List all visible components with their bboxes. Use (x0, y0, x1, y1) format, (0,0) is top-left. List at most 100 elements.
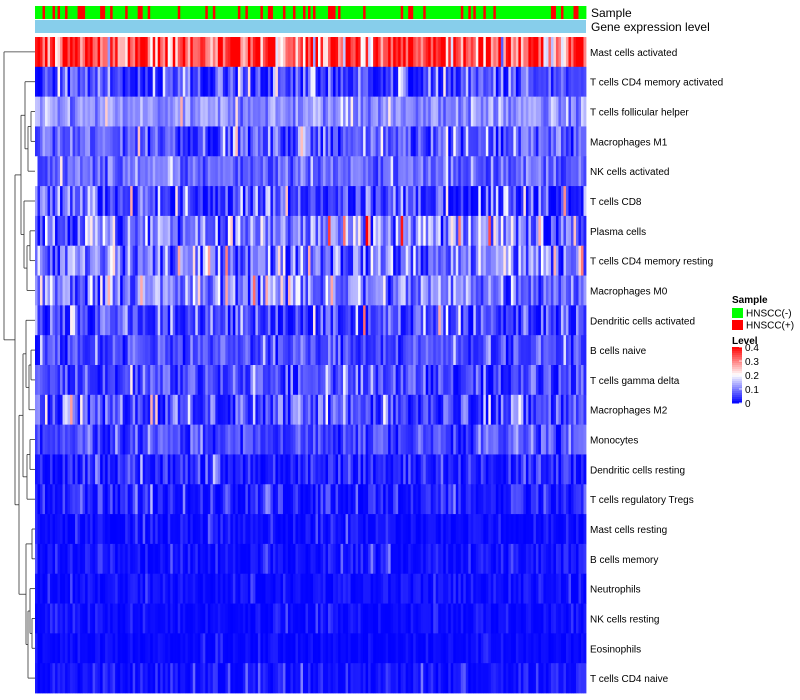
heatmap-cell (130, 365, 134, 396)
heatmap-cell (290, 424, 294, 455)
sample-cell (87, 6, 91, 19)
heatmap-cell (65, 394, 68, 426)
sample-cell (240, 6, 244, 19)
heatmap-cell (548, 603, 552, 634)
heatmap-cell (92, 156, 96, 187)
heatmap-cell (55, 663, 58, 694)
heatmap-cell (528, 156, 532, 187)
heatmap-cell (210, 275, 214, 306)
heatmap-cell (433, 245, 437, 276)
heatmap-cell (343, 96, 346, 127)
heatmap-cell (468, 365, 472, 396)
heatmap-cell (175, 424, 179, 455)
heatmap-cell (257, 215, 261, 247)
heatmap-cell (47, 394, 51, 426)
heatmap-cell (360, 633, 364, 664)
heatmap-cell (140, 186, 144, 217)
heatmap-cell (463, 335, 467, 366)
heatmap-cell (520, 37, 524, 68)
heatmap-cell (373, 633, 377, 664)
heatmap-cell (282, 484, 286, 515)
heatmap-cell (445, 633, 449, 664)
heatmap-cell (328, 245, 331, 276)
heatmap-cell (395, 186, 399, 217)
heatmap-cell (500, 215, 504, 247)
heatmap-cell (105, 394, 109, 426)
heatmap-cell (167, 66, 171, 98)
heatmap-cell (375, 96, 379, 127)
heatmap-cell (553, 394, 557, 426)
heatmap-cell (65, 633, 68, 664)
heatmap-cell (170, 37, 174, 68)
heatmap-cell (473, 424, 477, 455)
heatmap-cell (70, 484, 73, 515)
heatmap-cell (495, 514, 499, 545)
sample-cell (217, 6, 221, 19)
heatmap-cell (195, 454, 199, 485)
heatmap-cell (315, 514, 319, 545)
heatmap-cell (122, 96, 126, 127)
heatmap-cell (540, 335, 544, 366)
heatmap-cell (443, 126, 447, 157)
heatmap-cell (328, 543, 331, 575)
heatmap-cell (480, 454, 484, 485)
heatmap-cell (122, 335, 126, 366)
heatmap-cell (40, 66, 43, 98)
heatmap-cell (90, 365, 94, 396)
heatmap-cell (553, 275, 557, 306)
heatmap-cell (550, 156, 554, 187)
heatmap-cell (343, 66, 346, 98)
heatmap-cell (140, 365, 144, 396)
heatmap-cell (127, 66, 131, 98)
heatmap-cell (555, 215, 559, 247)
heatmap-cell (343, 603, 346, 634)
heatmap-cell (255, 573, 259, 604)
heatmap-cell (300, 365, 304, 396)
heatmap-cell (323, 514, 326, 545)
heatmap-cell (305, 484, 309, 515)
heatmap-cell (338, 186, 341, 217)
heatmap-cell (548, 305, 552, 336)
heatmap-cell (110, 335, 114, 366)
sample-cell (245, 6, 249, 19)
heatmap-cell (318, 275, 321, 306)
heatmap-cell (433, 126, 437, 157)
heatmap-cell (270, 603, 274, 634)
heatmap-cell (485, 424, 489, 455)
heatmap-cell (157, 514, 161, 545)
heatmap-cell (305, 603, 309, 634)
heatmap-cell (505, 245, 509, 276)
heatmap-cell (580, 484, 584, 515)
sample-cell (340, 6, 344, 19)
heatmap-cell (428, 66, 432, 98)
heatmap-cell (518, 305, 522, 336)
heatmap-cell (480, 335, 484, 366)
heatmap-cell (285, 543, 289, 575)
heatmap-cell (458, 156, 462, 187)
heatmap-cell (170, 156, 174, 187)
heatmap-cell (225, 603, 229, 634)
heatmap-cell (207, 96, 211, 127)
heatmap-cell (127, 394, 131, 426)
heatmap-cell (495, 543, 499, 575)
heatmap-cell (570, 603, 574, 634)
heatmap-cell (75, 573, 78, 604)
heatmap-cell (568, 424, 572, 455)
heatmap-cell (520, 543, 524, 575)
heatmap-cell (247, 514, 251, 545)
heatmap-cell (493, 156, 497, 187)
heatmap-cell (385, 394, 389, 426)
heatmap-cell (423, 484, 427, 515)
heatmap-cell (405, 603, 409, 634)
heatmap-cell (282, 215, 286, 247)
heatmap-cell (130, 424, 134, 455)
heatmap-cell (545, 156, 549, 187)
heatmap-cell (160, 424, 164, 455)
heatmap-cell (453, 454, 457, 485)
heatmap-cell (495, 37, 499, 68)
heatmap-cell (162, 424, 166, 455)
heatmap-cell (95, 156, 99, 187)
heatmap-cell (265, 305, 269, 336)
heatmap-cell (37, 484, 41, 515)
heatmap-cell (150, 186, 154, 217)
